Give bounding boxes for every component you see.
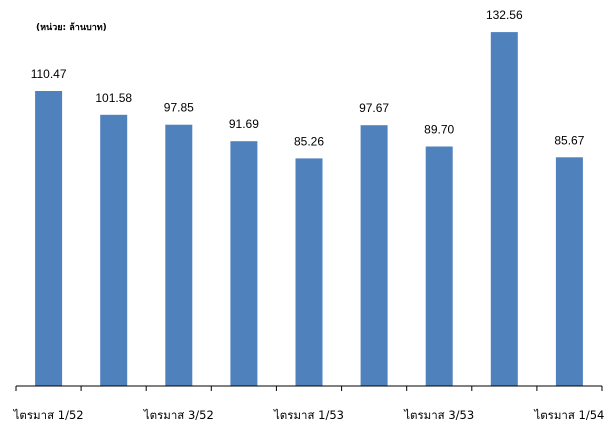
unit-label: (หน่วย: ล้านบาท) [36, 22, 107, 33]
x-tick-label-1: ไตรมาส 1/52 [13, 408, 84, 422]
x-tick-label-3: ไตรมาส 3/52 [143, 408, 214, 422]
data-label-9: 85.67 [554, 133, 584, 147]
data-label-5: 85.26 [294, 134, 324, 148]
x-tick-label-7: ไตรมาส 3/53 [403, 408, 474, 422]
bar-5 [295, 158, 323, 386]
bar-7 [425, 146, 453, 386]
x-tick-label-9: ไตรมาส 1/54 [533, 408, 604, 422]
data-label-3: 97.85 [164, 101, 194, 115]
data-labels-group: 110.47 101.58 97.85 91.69 85.26 97.67 89.70 132… [31, 8, 585, 148]
bar-3 [165, 124, 193, 386]
bar-1 [35, 91, 63, 386]
bar-2 [100, 114, 128, 387]
data-label-2: 101.58 [95, 91, 132, 105]
data-label-4: 91.69 [229, 117, 259, 131]
bar-9 [555, 157, 583, 386]
x-axis-ticks [15, 386, 603, 391]
data-label-8: 132.56 [486, 8, 523, 22]
bars-group [35, 32, 583, 387]
data-label-1: 110.47 [31, 67, 67, 81]
data-label-7: 89.70 [424, 123, 454, 137]
data-label-6: 97.67 [359, 101, 389, 115]
bar-6 [360, 125, 388, 386]
bar-8 [490, 32, 518, 386]
x-axis-tick-labels: ไตรมาส 1/52 ไตรมาส 3/52 ไตรมาส 1/53 ไตรมาส … [13, 408, 605, 422]
x-tick-label-5: ไตรมาส 1/53 [273, 408, 344, 422]
bar-4 [230, 141, 258, 386]
